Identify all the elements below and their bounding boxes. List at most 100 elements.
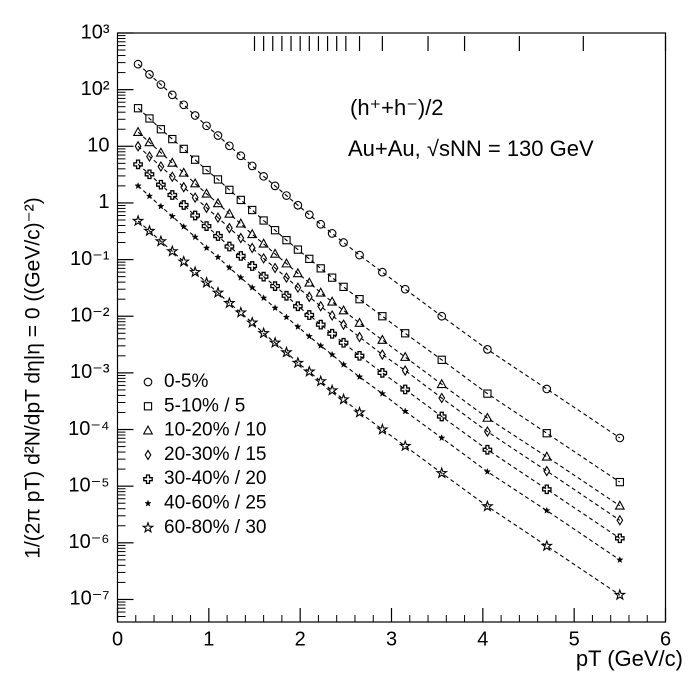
marker bbox=[399, 351, 411, 361]
marker bbox=[400, 384, 411, 395]
marker bbox=[155, 147, 167, 157]
marker bbox=[283, 272, 290, 284]
marker-shape bbox=[133, 159, 143, 170]
marker bbox=[281, 257, 292, 268]
marker bbox=[378, 349, 386, 361]
marker bbox=[225, 141, 234, 151]
marker-shape bbox=[157, 202, 165, 210]
marker bbox=[179, 144, 188, 154]
marker-shape bbox=[400, 284, 410, 294]
marker bbox=[616, 514, 624, 526]
marker bbox=[482, 412, 493, 422]
marker bbox=[258, 271, 269, 282]
marker bbox=[316, 219, 326, 229]
marker-shape bbox=[375, 422, 389, 435]
marker bbox=[293, 301, 303, 312]
marker bbox=[225, 263, 234, 271]
marker-shape bbox=[202, 244, 211, 252]
marker-shape bbox=[615, 477, 624, 487]
marker-shape bbox=[145, 70, 154, 79]
marker-shape bbox=[271, 304, 279, 312]
marker-shape bbox=[190, 210, 200, 221]
marker bbox=[154, 234, 168, 247]
marker bbox=[222, 296, 236, 309]
marker bbox=[259, 171, 268, 181]
marker-shape bbox=[378, 312, 387, 321]
marker bbox=[156, 80, 166, 89]
marker-shape bbox=[225, 141, 234, 151]
marker bbox=[201, 188, 212, 198]
marker bbox=[615, 477, 624, 487]
marker-shape bbox=[155, 147, 167, 157]
legend-label: 40-60% / 25 bbox=[164, 493, 266, 514]
marker-shape bbox=[294, 322, 302, 331]
marker-shape bbox=[339, 282, 348, 292]
marker-shape bbox=[168, 212, 177, 220]
marker bbox=[168, 212, 177, 220]
marker-shape bbox=[144, 169, 155, 180]
marker bbox=[237, 232, 245, 244]
marker bbox=[141, 521, 155, 534]
marker bbox=[483, 467, 492, 475]
marker bbox=[327, 273, 337, 282]
marker bbox=[268, 336, 282, 349]
marker bbox=[353, 405, 366, 418]
marker-shape bbox=[377, 334, 388, 344]
marker-shape bbox=[224, 208, 235, 218]
marker bbox=[245, 316, 259, 329]
marker bbox=[542, 506, 551, 514]
marker bbox=[134, 140, 142, 152]
marker bbox=[355, 295, 364, 304]
legend-label: 5-10% / 5 bbox=[164, 395, 245, 416]
y-tick-label: 10⁻³ bbox=[70, 361, 110, 383]
marker bbox=[224, 208, 235, 218]
marker-shape bbox=[191, 233, 199, 241]
marker bbox=[315, 287, 326, 297]
marker-shape bbox=[302, 365, 316, 378]
marker bbox=[168, 171, 176, 183]
marker bbox=[354, 350, 365, 361]
marker-shape bbox=[435, 466, 449, 479]
marker-shape bbox=[270, 281, 280, 291]
marker-shape bbox=[613, 588, 627, 601]
marker bbox=[248, 283, 257, 291]
marker bbox=[282, 191, 291, 200]
marker bbox=[281, 290, 292, 301]
marker bbox=[339, 238, 348, 247]
marker-shape bbox=[541, 484, 552, 495]
marker-shape bbox=[483, 345, 492, 354]
marker bbox=[143, 377, 153, 387]
marker-shape bbox=[245, 316, 259, 329]
marker-shape bbox=[281, 290, 292, 301]
marker bbox=[270, 281, 280, 291]
marker bbox=[213, 231, 223, 241]
marker bbox=[157, 202, 165, 210]
marker-shape bbox=[258, 238, 269, 248]
marker-shape bbox=[399, 351, 411, 361]
marker-shape bbox=[355, 372, 364, 381]
marker-shape bbox=[134, 140, 142, 152]
marker bbox=[145, 114, 154, 123]
marker bbox=[142, 424, 154, 435]
marker-shape bbox=[269, 248, 281, 258]
marker bbox=[156, 125, 166, 134]
marker bbox=[304, 210, 314, 220]
marker-shape bbox=[200, 275, 213, 289]
marker bbox=[190, 155, 200, 164]
marker bbox=[282, 236, 291, 245]
marker-shape bbox=[141, 521, 155, 534]
marker-shape bbox=[483, 389, 492, 398]
marker bbox=[356, 331, 363, 343]
marker-shape bbox=[234, 305, 248, 318]
marker bbox=[613, 588, 627, 601]
marker bbox=[133, 104, 143, 113]
marker-shape bbox=[248, 242, 256, 254]
marker-shape bbox=[338, 304, 349, 315]
marker-shape bbox=[337, 392, 350, 405]
marker-shape bbox=[248, 283, 257, 291]
marker-shape bbox=[294, 282, 302, 294]
marker-shape bbox=[142, 424, 154, 435]
marker-shape bbox=[291, 356, 305, 369]
marker bbox=[247, 261, 258, 271]
marker-shape bbox=[146, 150, 153, 163]
